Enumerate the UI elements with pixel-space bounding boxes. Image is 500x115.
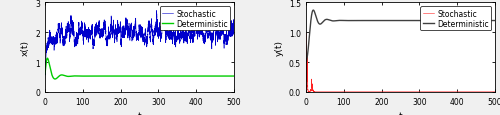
Stochastic: [196, 33, 202, 34]
Deterministic: [458, 21, 464, 22]
Stochastic: [303, 62, 309, 63]
X-axis label: t: t: [398, 111, 402, 115]
Stochastic: [144, 41, 150, 42]
Deterministic: [404, 21, 410, 22]
Legend: Stochastic, Deterministic: Stochastic, Deterministic: [420, 7, 491, 31]
Stochastic: [402, 91, 408, 93]
Line: Stochastic: Stochastic: [306, 34, 495, 92]
Deterministic: [303, 62, 309, 63]
Stochastic: [490, 91, 496, 93]
Deterministic: [310, 10, 316, 12]
Legend: Stochastic, Deterministic: Stochastic, Deterministic: [160, 7, 230, 31]
Stochastic: [438, 91, 444, 93]
Stochastic: [478, 91, 484, 93]
Deterministic: [492, 21, 498, 22]
Stochastic: [217, 37, 223, 38]
Deterministic: [217, 76, 223, 77]
Line: Deterministic: Deterministic: [306, 11, 495, 62]
X-axis label: t: t: [138, 111, 141, 115]
Line: Stochastic: Stochastic: [45, 9, 234, 76]
Deterministic: [44, 58, 51, 59]
Stochastic: [458, 91, 464, 93]
Stochastic: [178, 32, 184, 34]
Deterministic: [144, 76, 150, 77]
Stochastic: [492, 91, 498, 93]
Stochastic: [64, 36, 70, 37]
Stochastic: [404, 91, 410, 93]
Stochastic: [42, 74, 48, 75]
Deterministic: [196, 76, 202, 77]
Deterministic: [52, 79, 58, 80]
Stochastic: [42, 75, 48, 76]
Stochastic: [231, 28, 237, 29]
Deterministic: [42, 74, 48, 75]
Deterministic: [438, 21, 444, 22]
Deterministic: [231, 76, 237, 77]
Deterministic: [478, 21, 484, 22]
Stochastic: [303, 33, 309, 35]
Deterministic: [142, 76, 148, 77]
Stochastic: [160, 9, 166, 10]
Line: Deterministic: Deterministic: [45, 59, 234, 79]
Deterministic: [178, 76, 184, 77]
Y-axis label: y(t): y(t): [274, 40, 283, 56]
Deterministic: [402, 21, 408, 22]
Deterministic: [64, 76, 70, 77]
Y-axis label: x(t): x(t): [20, 40, 30, 56]
Stochastic: [142, 42, 148, 44]
Stochastic: [325, 91, 331, 93]
Deterministic: [325, 20, 331, 21]
